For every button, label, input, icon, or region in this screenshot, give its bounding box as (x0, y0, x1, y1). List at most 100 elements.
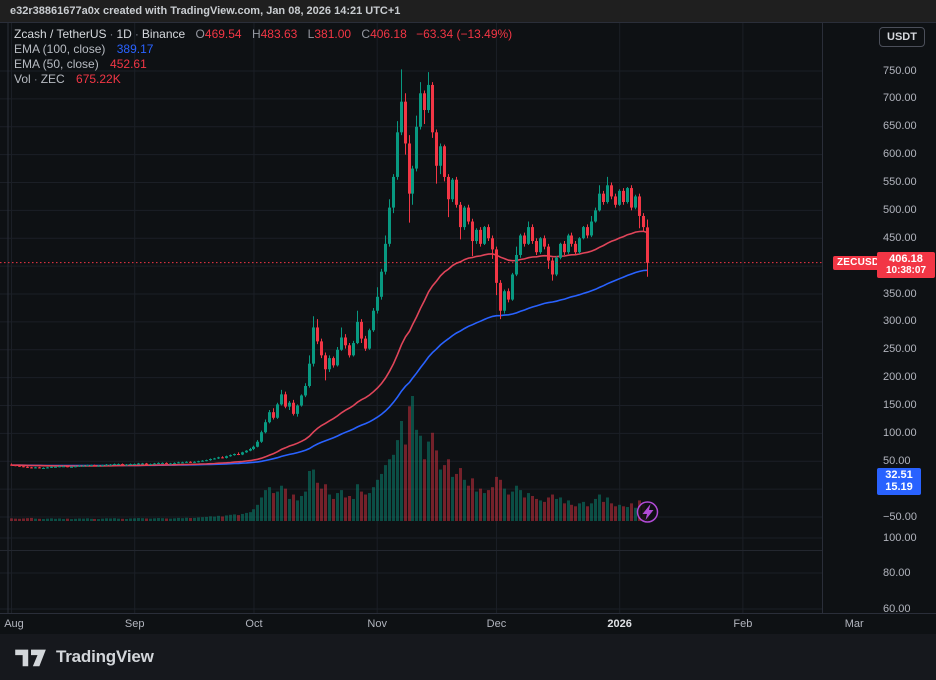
candle-body (384, 243, 387, 272)
volume-scale-badge: 32.51 15.19 (877, 468, 921, 495)
volume-bar (173, 518, 176, 521)
volume-bar (10, 518, 13, 521)
candle-body (431, 84, 434, 133)
candle-body (276, 404, 279, 418)
candle-body (451, 179, 454, 200)
candle-body (201, 460, 204, 462)
candle-body (173, 462, 176, 464)
volume-bar (519, 490, 522, 521)
candle-body (185, 461, 188, 463)
volume-bar (30, 517, 33, 521)
currency-toggle-button[interactable]: USDT (879, 27, 925, 47)
volume-bar (169, 518, 172, 521)
candle-body (217, 457, 220, 459)
current-price-badge: 406.18 10:38:07 (877, 251, 935, 278)
candle-body (249, 448, 252, 451)
candle-body (340, 337, 343, 350)
volume-bar (431, 432, 434, 521)
volume-bar (249, 512, 252, 521)
volume-bar (503, 488, 506, 521)
indicator-row-volume[interactable]: Vol · ZEC 675.22K (14, 72, 512, 87)
candle-body (344, 337, 347, 346)
candle-body (392, 176, 395, 208)
candle-body (519, 235, 522, 255)
candle-body (284, 394, 287, 407)
volume-bar (292, 494, 295, 521)
price-chart-canvas[interactable] (0, 23, 822, 613)
time-axis[interactable]: Aug Sep Oct Nov Dec 2026 Feb Mar (0, 613, 936, 634)
candle-body (606, 185, 609, 203)
volume-bar (523, 497, 526, 521)
lower-pane-price-tick: 80.00 (883, 566, 911, 579)
time-axis-label: 2026 (607, 618, 632, 630)
volume-bar (93, 518, 96, 521)
candle-body (455, 179, 458, 205)
candle-body (439, 146, 442, 166)
time-axis-label: Sep (124, 618, 145, 630)
candle-body (272, 412, 275, 418)
chart-legend[interactable]: Zcash / TetherUS · 1D · Binance O469.54 H483… (14, 27, 512, 87)
candle-body (543, 238, 546, 247)
price-tick: 650.00 (883, 120, 917, 133)
price-axis[interactable]: ZECUSDT 406.18 10:38:07 32.51 15.19 750.… (822, 23, 936, 615)
chart-area[interactable]: Zcash / TetherUS · 1D · Binance O469.54 H483… (0, 22, 936, 634)
symbol-badge: ZECUSDT (833, 255, 890, 270)
volume-bar (161, 518, 164, 521)
volume-bar (368, 493, 371, 521)
volume-bar (320, 488, 323, 521)
volume-bar (185, 517, 188, 521)
candle-body (511, 274, 514, 300)
candle-body (296, 405, 299, 414)
volume-bar (62, 518, 65, 521)
candle-body (308, 363, 311, 386)
candle-body (475, 229, 478, 242)
volume-bar (221, 516, 224, 521)
indicator-row-ema100[interactable]: EMA (100, close) 389.17 (14, 42, 512, 57)
candle-body (555, 257, 558, 275)
volume-bar (372, 487, 375, 521)
candle-body (288, 402, 291, 407)
volume-bar (471, 478, 474, 521)
tradingview-logo[interactable]: TradingView (14, 644, 154, 670)
volume-bar (22, 518, 25, 521)
close-value: 406.18 (370, 27, 407, 41)
volume-bar (197, 517, 200, 521)
candle-body (256, 441, 259, 447)
volume-bar (78, 518, 81, 521)
volume-bar (141, 518, 144, 521)
volume-bar (272, 493, 275, 521)
volume-bar (177, 517, 180, 521)
volume-bar (42, 518, 45, 521)
volume-bar (467, 485, 470, 521)
candle-body (408, 143, 411, 194)
candle-body (503, 291, 506, 311)
volume-bar (551, 494, 554, 521)
candle-body (137, 463, 140, 465)
candle-body (527, 227, 530, 244)
volume-bar (149, 518, 152, 521)
candle-body (459, 204, 462, 228)
candle-body (97, 465, 100, 467)
volume-bar (70, 519, 73, 521)
candle-body (209, 459, 212, 461)
ema100-value: 389.17 (116, 42, 154, 56)
candle-body (479, 229, 482, 244)
volume-bar (137, 518, 140, 521)
candle-body (90, 465, 93, 467)
volume-badge-line2: 15.19 (885, 481, 913, 493)
pane-separator[interactable] (0, 550, 936, 551)
volume-bar (419, 435, 422, 521)
candle-body (435, 132, 438, 166)
volume-bar (276, 491, 279, 521)
volume-bar (201, 517, 204, 521)
candle-body (614, 196, 617, 205)
watermark-bar: e32r38861677a0x created with TradingView… (0, 0, 936, 22)
candle-body (578, 238, 581, 253)
candle-body (264, 422, 267, 433)
candle-body (483, 227, 486, 244)
volume-bar (348, 496, 351, 521)
current-price-value: 406.18 (889, 252, 923, 265)
candle-body (113, 464, 116, 466)
candle-body (491, 238, 494, 250)
indicator-row-ema50[interactable]: EMA (50, close) 452.61 (14, 57, 512, 72)
